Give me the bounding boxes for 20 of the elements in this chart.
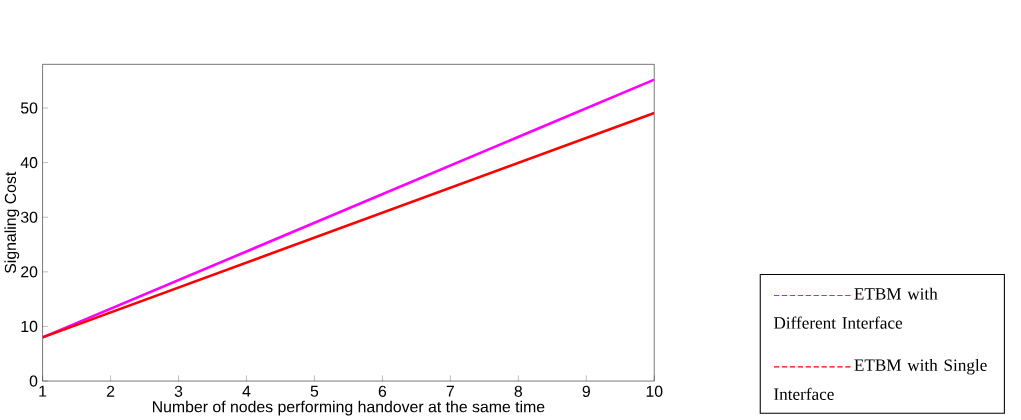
y-tick-label: 20 — [21, 266, 38, 278]
y-tick-label: 0 — [29, 375, 38, 387]
x-tick-label: 5 — [310, 385, 319, 397]
y-tick-label: 50 — [20, 102, 38, 114]
x-tick-label: 9 — [582, 385, 590, 397]
x-tick-label: 1 — [39, 385, 47, 397]
x-tick-label: 10 — [646, 385, 663, 397]
text: ETBM with Single Interface — [774, 358, 987, 401]
y-tick-label: 10 — [21, 320, 38, 333]
legend-label: ETBM with Different Interface — [773, 287, 938, 329]
y-tick-label: 30 — [20, 211, 38, 223]
x-tick-label: 3 — [174, 385, 183, 397]
x-tick-label: 7 — [446, 385, 454, 397]
x-tick-label: 2 — [106, 385, 115, 397]
x-tick-label: 8 — [514, 385, 523, 397]
x-tick-label: 6 — [378, 385, 387, 397]
y-axis-title: Signaling Cost — [4, 171, 20, 274]
y-tick-label: 40 — [20, 157, 38, 169]
x-axis-title: Number of nodes performing handover at the same time — [152, 400, 545, 416]
x-tick-label: 4 — [242, 385, 251, 397]
